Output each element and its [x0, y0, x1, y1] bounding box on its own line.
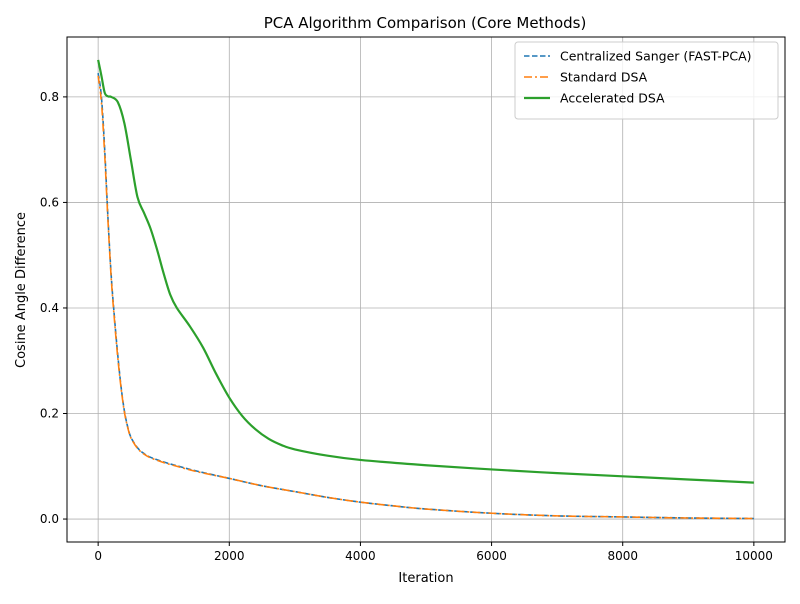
legend-label: Accelerated DSA: [560, 91, 665, 106]
legend-items: Centralized Sanger (FAST-PCA) Standard DS…: [524, 49, 752, 106]
x-tick-label: 6000: [476, 549, 507, 563]
legend-label: Standard DSA: [560, 70, 648, 85]
plot-frame: [66, 36, 786, 543]
legend-box: [514, 41, 779, 120]
y-tick-label: 0.0: [40, 512, 59, 526]
y-tick-label: 0.4: [40, 301, 59, 315]
legend: Centralized Sanger (FAST-PCA) Standard DS…: [514, 41, 779, 120]
series-line-accelerated-dsa: [97, 59, 754, 484]
x-tick-label: 4000: [345, 549, 376, 563]
x-tick-label: 2000: [214, 549, 245, 563]
y-axis-ticks: 0.0 0.2 0.4 0.6 0.8: [40, 90, 67, 526]
x-axis-label: Iteration: [398, 571, 453, 586]
series-layer: [97, 59, 754, 520]
chart-title: PCA Algorithm Comparison (Core Methods): [264, 14, 587, 32]
y-tick-label: 0.2: [40, 407, 59, 421]
y-tick-label: 0.6: [40, 195, 59, 209]
x-tick-label: 10000: [735, 549, 773, 563]
y-axis-label: Cosine Angle Difference: [14, 212, 29, 368]
x-tick-label: 0: [94, 549, 102, 563]
x-tick-label: 8000: [607, 549, 638, 563]
x-axis-ticks: 0 2000 4000 6000 8000 10000: [94, 542, 773, 563]
y-tick-label: 0.8: [40, 90, 59, 104]
legend-label: Centralized Sanger (FAST-PCA): [560, 49, 752, 64]
